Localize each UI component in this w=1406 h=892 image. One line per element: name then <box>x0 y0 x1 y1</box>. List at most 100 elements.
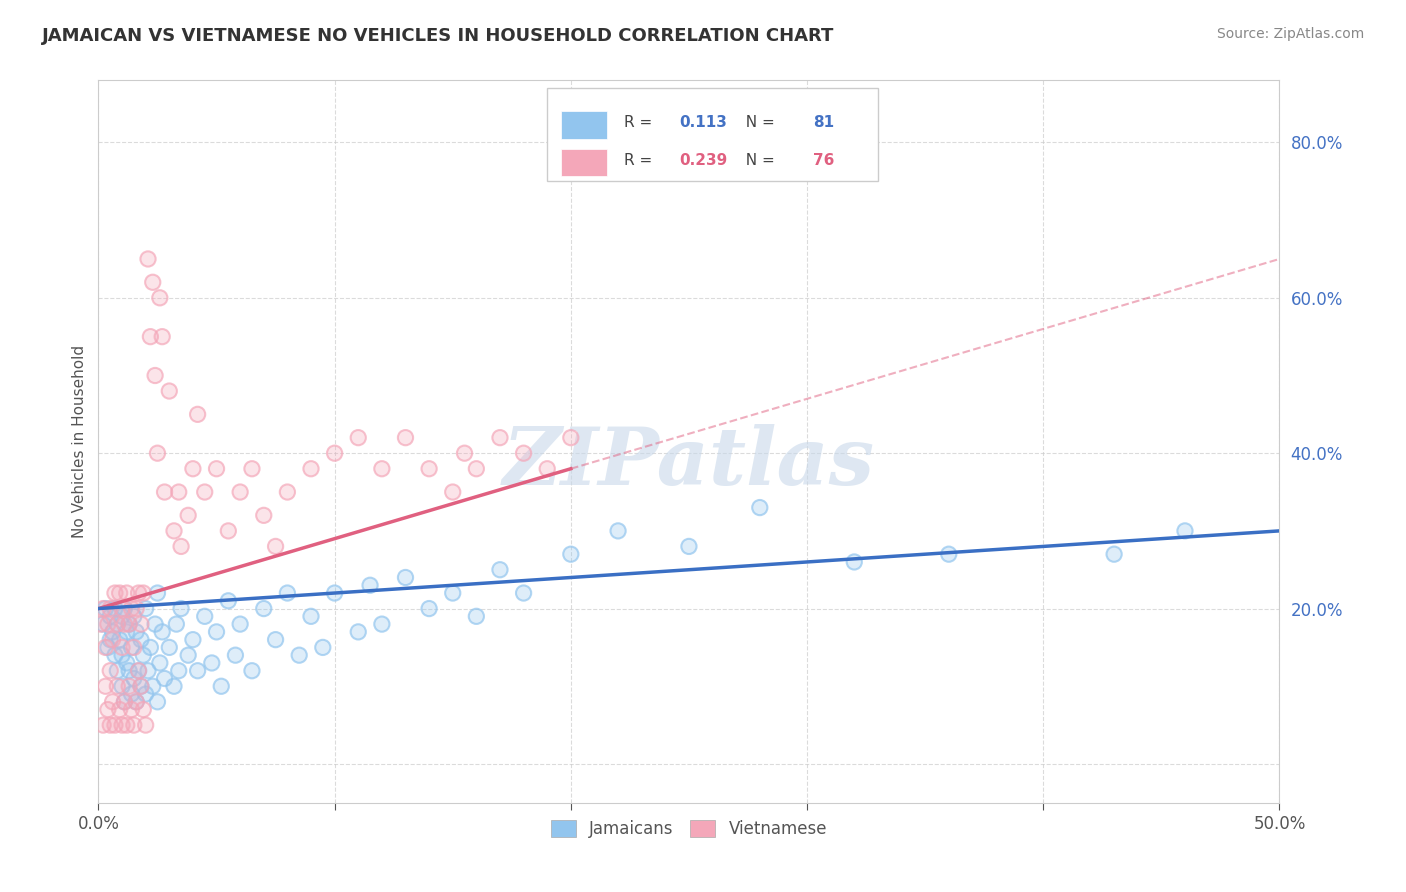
Point <box>512 446 534 460</box>
Point <box>115 624 138 639</box>
Point <box>167 664 190 678</box>
Point <box>118 664 141 678</box>
Point <box>115 656 138 670</box>
Point <box>264 632 287 647</box>
Point <box>125 624 148 639</box>
Point <box>111 648 134 663</box>
Point <box>299 461 322 475</box>
Point <box>418 461 440 475</box>
Point <box>135 687 157 701</box>
Point <box>536 461 558 475</box>
Bar <box>561 112 607 139</box>
Point <box>125 695 148 709</box>
Point <box>111 609 134 624</box>
Text: 81: 81 <box>813 115 834 130</box>
Point <box>142 275 165 289</box>
Point <box>115 718 138 732</box>
Point <box>115 656 138 670</box>
Point <box>105 664 128 678</box>
Point <box>229 485 252 500</box>
Point <box>132 586 155 600</box>
Point <box>132 702 155 716</box>
Point <box>157 384 180 398</box>
Point <box>104 586 127 600</box>
Point <box>101 695 124 709</box>
Point <box>229 485 252 500</box>
Point <box>111 640 134 655</box>
Point <box>299 461 322 475</box>
Point <box>299 609 322 624</box>
Point <box>94 601 117 615</box>
Point <box>105 617 128 632</box>
Point <box>157 384 180 398</box>
Point <box>181 461 204 475</box>
Point <box>111 718 134 732</box>
Point <box>264 540 287 554</box>
Point <box>136 252 159 266</box>
Point <box>146 586 169 600</box>
Point <box>98 718 121 732</box>
Point <box>111 601 134 615</box>
Point <box>177 508 200 523</box>
Point <box>90 617 112 632</box>
Point <box>104 648 127 663</box>
Point <box>128 586 150 600</box>
Point <box>167 485 190 500</box>
Point <box>94 601 117 615</box>
Point <box>118 617 141 632</box>
Point <box>607 524 630 538</box>
Point <box>240 664 263 678</box>
Point <box>139 329 162 343</box>
Point <box>91 718 114 732</box>
Point <box>187 408 209 422</box>
Point <box>1174 524 1197 538</box>
Point <box>112 601 135 615</box>
Point <box>170 601 193 615</box>
Point <box>276 586 298 600</box>
Point <box>347 431 370 445</box>
Point <box>104 586 127 600</box>
Point <box>142 275 165 289</box>
Point <box>209 679 232 693</box>
Point <box>465 461 488 475</box>
Point <box>122 609 145 624</box>
Point <box>101 695 124 709</box>
Point <box>122 672 145 686</box>
Point <box>121 601 143 615</box>
Point <box>489 431 512 445</box>
Point <box>418 461 440 475</box>
Point <box>181 461 204 475</box>
Point <box>394 431 416 445</box>
Point <box>153 485 176 500</box>
Point <box>194 485 217 500</box>
Point <box>98 601 121 615</box>
Point <box>125 624 148 639</box>
Text: 0.113: 0.113 <box>679 115 727 130</box>
Point <box>91 718 114 732</box>
Point <box>143 617 166 632</box>
Point <box>139 640 162 655</box>
Point <box>150 624 173 639</box>
Point <box>108 702 131 716</box>
Point <box>1102 547 1125 561</box>
Point <box>112 695 135 709</box>
Point <box>91 617 114 632</box>
Text: ZIPatlas: ZIPatlas <box>503 425 875 502</box>
Point <box>143 368 166 383</box>
Point <box>299 609 322 624</box>
Point <box>323 586 346 600</box>
Point <box>240 461 263 475</box>
Point <box>105 617 128 632</box>
Point <box>323 446 346 460</box>
Point <box>128 586 150 600</box>
Point <box>129 679 152 693</box>
Point <box>153 672 176 686</box>
Point <box>97 640 120 655</box>
Point <box>104 718 127 732</box>
Point <box>146 695 169 709</box>
Point <box>489 563 512 577</box>
Point <box>118 679 141 693</box>
Point <box>139 329 162 343</box>
Point <box>111 609 134 624</box>
Point <box>91 617 114 632</box>
